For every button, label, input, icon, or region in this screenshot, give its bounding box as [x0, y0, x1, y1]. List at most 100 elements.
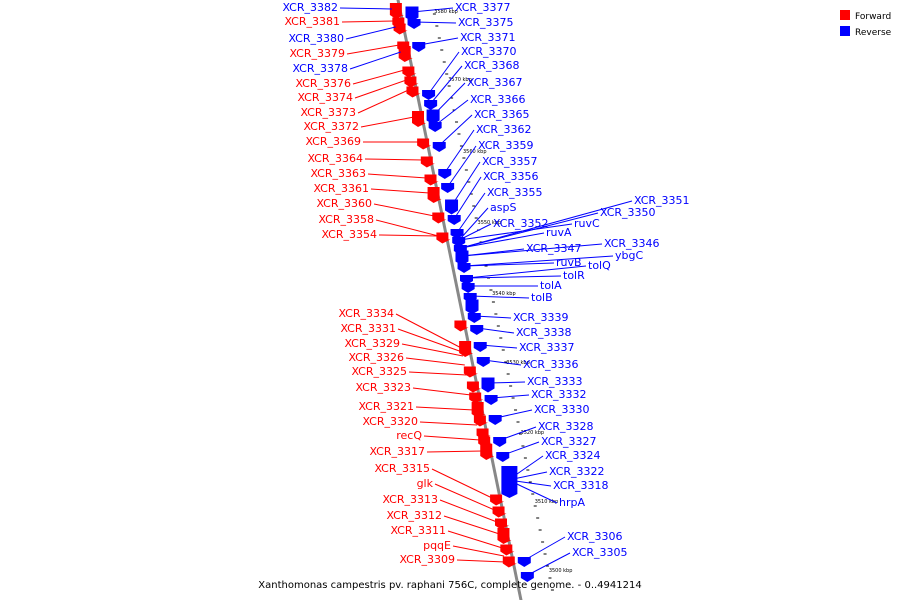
forward-gene-leader [434, 483, 495, 511]
reverse-gene-label: XCR_3367 [467, 76, 523, 89]
reverse-gene-leader [480, 344, 518, 349]
reverse-feature [438, 169, 452, 175]
reverse-feature [407, 19, 421, 25]
forward-gene-label: XCR_3358 [318, 213, 374, 226]
forward-feature [476, 428, 489, 436]
reverse-gene-label: XCR_3368 [464, 59, 520, 72]
forward-gene-leader [423, 435, 481, 441]
forward-feature [432, 212, 445, 220]
legend: Forward Reverse [840, 10, 892, 38]
forward-gene-label: XCR_3311 [390, 524, 446, 537]
forward-gene-label: XCR_3376 [295, 77, 351, 90]
forward-feature [454, 320, 467, 328]
legend-forward-label: Forward [855, 12, 891, 22]
legend-reverse-swatch [840, 26, 850, 36]
reverse-gene-label: ybgC [615, 249, 643, 262]
forward-feature-tip [459, 353, 474, 357]
reverse-gene-label: tolQ [588, 259, 611, 272]
forward-feature [420, 156, 433, 164]
reverse-feature [459, 275, 473, 281]
reverse-gene-label: XCR_3355 [487, 186, 543, 199]
reverse-feature [517, 557, 531, 563]
forward-gene-leader [456, 559, 506, 563]
forward-gene-label: XCR_3378 [292, 62, 348, 75]
forward-feature-tip [417, 145, 432, 150]
reverse-feature-tip [476, 363, 490, 367]
reverse-feature-tip [470, 331, 484, 335]
reverse-feature [465, 299, 479, 311]
forward-gene-leader [345, 26, 396, 40]
reverse-feature [405, 6, 419, 18]
forward-feature [417, 138, 430, 146]
reverse-feature [428, 122, 442, 128]
forward-feature [427, 187, 440, 199]
reverse-gene-leader [458, 223, 492, 241]
reverse-gene-label: XCR_3365 [474, 108, 530, 121]
forward-gene-leader [426, 450, 483, 453]
forward-gene-label: XCR_3379 [289, 47, 345, 60]
forward-gene-leader [370, 188, 430, 194]
forward-feature [490, 494, 503, 502]
reverse-gene-label: XCR_3357 [482, 155, 538, 168]
reverse-feature-tip [520, 578, 534, 582]
reverse-gene-leader [508, 479, 552, 487]
forward-gene-label: XCR_3323 [355, 381, 411, 394]
forward-feature [397, 41, 410, 49]
reverse-gene-label: XCR_3328 [538, 420, 594, 433]
forward-feature-tip [454, 327, 469, 332]
reverse-feature-tip [465, 310, 479, 315]
tick-label: 3530 kbp [506, 360, 530, 366]
forward-feature-tip [490, 501, 505, 506]
reverse-gene-label: XCR_3352 [493, 217, 549, 230]
forward-feature-tip [494, 525, 509, 530]
reverse-gene-leader [491, 394, 530, 399]
reverse-gene-label: XCR_3305 [572, 546, 628, 559]
forward-gene-leader [395, 313, 462, 349]
forward-gene-label: XCR_3326 [348, 351, 404, 364]
forward-feature [459, 341, 472, 353]
feature-layer [389, 3, 534, 582]
forward-gene-label: XCR_3325 [351, 365, 407, 378]
reverse-feature-tip [517, 563, 531, 567]
forward-feature-tip [469, 399, 484, 404]
reverse-gene-leader [419, 37, 459, 46]
forward-gene-leader [367, 173, 427, 179]
forward-feature-tip [398, 58, 413, 62]
forward-feature-tip [500, 551, 515, 556]
forward-feature-tip [427, 199, 442, 203]
forward-feature-tip [502, 563, 517, 568]
reverse-feature [447, 215, 461, 221]
reverse-gene-label: ruvB [556, 256, 582, 269]
reverse-feature [412, 42, 426, 48]
genome-caption: Xanthomonas campestris pv. raphani 756C,… [258, 580, 641, 591]
tick-label: 3550 kbp [478, 220, 502, 226]
reverse-gene-label: XCR_3327 [541, 435, 597, 448]
forward-feature-tip [424, 181, 439, 186]
forward-gene-label: XCR_3321 [358, 400, 414, 413]
reverse-feature-tip [424, 106, 438, 110]
reverse-feature-tip [496, 458, 510, 462]
reverse-gene-leader [460, 200, 633, 249]
reverse-feature-tip [428, 128, 442, 132]
reverse-feature [453, 245, 467, 251]
reverse-gene-label: tolR [563, 269, 585, 282]
tick-label: 3570 kbp [448, 77, 472, 83]
forward-gene-leader [352, 69, 405, 85]
forward-feature [404, 76, 417, 84]
reverse-gene-leader [457, 192, 486, 233]
forward-feature [469, 392, 482, 400]
forward-feature-tip [393, 30, 408, 35]
reverse-feature-tip [488, 421, 502, 425]
reverse-gene-leader [527, 552, 571, 576]
reverse-feature [457, 263, 471, 269]
forward-feature [492, 506, 505, 514]
forward-gene-label: XCR_3382 [282, 1, 338, 14]
reverse-feature-tip [501, 494, 518, 498]
forward-gene-label: XCR_3329 [344, 337, 400, 350]
forward-gene-label: XCR_3317 [369, 445, 425, 458]
reverse-gene-label: XCR_3339 [513, 311, 569, 324]
reverse-gene-label: XCR_3338 [516, 326, 572, 339]
reverse-gene-leader [428, 51, 460, 94]
reverse-feature [473, 342, 487, 348]
